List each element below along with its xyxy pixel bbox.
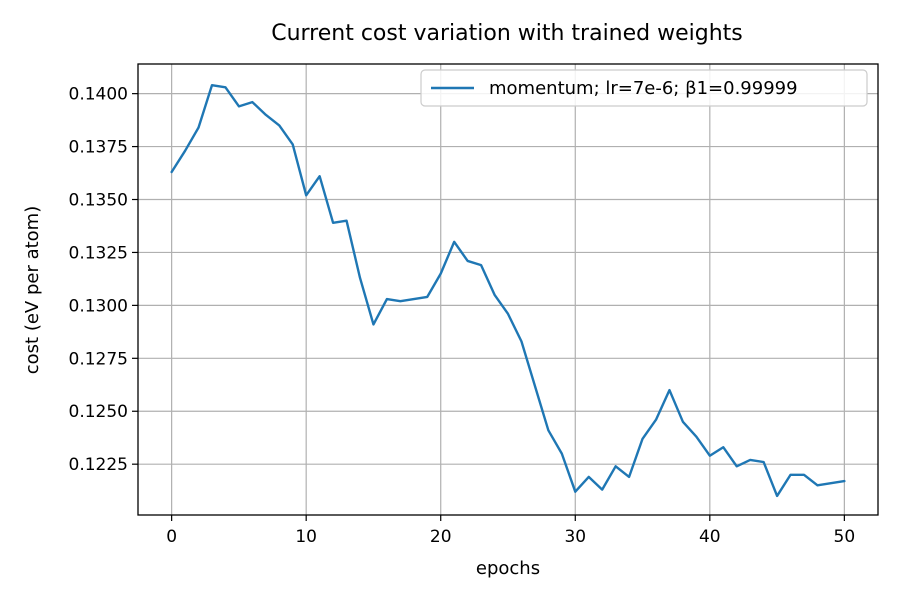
series-group	[170, 83, 846, 498]
x-tick-label: 40	[699, 527, 721, 547]
chart-title: Current cost variation with trained weig…	[271, 21, 743, 46]
y-tick-label: 0.1300	[69, 296, 128, 316]
x-tick-label: 10	[295, 527, 317, 547]
grid	[138, 64, 878, 515]
x-tick-label: 30	[564, 527, 586, 547]
legend: momentum; lr=7e-6; β1=0.99999	[420, 69, 868, 107]
ticks: 0 10 20 30 40 50 0.1225 0.1250 0.1275 0.1300 0.132…	[69, 85, 856, 547]
plot-frame	[137, 63, 879, 516]
series-line	[170, 83, 846, 498]
y-tick-label: 0.1225	[69, 455, 128, 475]
y-tick-label: 0.1250	[69, 402, 128, 422]
y-tick-label: 0.1375	[69, 138, 128, 158]
x-tick-label: 20	[430, 527, 452, 547]
x-axis-label: epochs	[476, 558, 540, 579]
y-tick-label: 0.1325	[69, 243, 128, 263]
y-tick-label: 0.1350	[69, 191, 128, 211]
y-tick-label: 0.1275	[69, 349, 128, 369]
legend-label: momentum; lr=7e-6; β1=0.99999	[489, 78, 798, 99]
y-axis-label: cost (eV per atom)	[22, 206, 43, 374]
legend-box	[420, 69, 868, 107]
y-tick-label: 0.1400	[69, 85, 128, 105]
x-tick-label: 0	[166, 527, 177, 547]
x-tick-label: 50	[834, 527, 856, 547]
